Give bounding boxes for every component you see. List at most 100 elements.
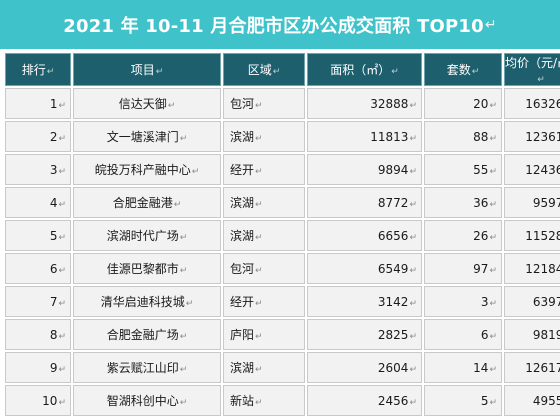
cell-units: 55↵ <box>424 154 502 185</box>
cell-area: 8772↵ <box>307 187 422 218</box>
cell-rank: 6↵ <box>5 253 71 284</box>
cell-units: 26↵ <box>424 220 502 251</box>
cell-region: 庐阳↵ <box>223 319 305 350</box>
paragraph-mark-icon: ↵ <box>255 299 263 309</box>
header-rank: 排行↵ <box>5 53 71 86</box>
cell-region: 经开↵ <box>223 154 305 185</box>
paragraph-mark-icon: ↵ <box>58 232 66 243</box>
paragraph-mark-icon: ↵ <box>179 134 188 144</box>
ranking-table: 排行↵ 项目↵ 区域↵ 面积（㎡）↵ 套数↵ 均价（元/㎡）↵ 1↵信达天御↵包… <box>3 51 560 418</box>
cell-project: 合肥金融港↵ <box>73 187 221 218</box>
cell-project: 清华启迪科技城↵ <box>73 286 221 317</box>
cell-area: 3142↵ <box>307 286 422 317</box>
paragraph-mark-icon: ↵ <box>489 298 497 309</box>
cell-area: 2825↵ <box>307 319 422 350</box>
cell-project: 紫云赋江山印↵ <box>73 352 221 383</box>
paragraph-mark-icon: ↵ <box>255 233 263 243</box>
paragraph-mark-icon: ↵ <box>58 298 66 309</box>
cell-area: 6549↵ <box>307 253 422 284</box>
paragraph-mark-icon: ↵ <box>191 167 200 177</box>
table-header: 排行↵ 项目↵ 区域↵ 面积（㎡）↵ 套数↵ 均价（元/㎡）↵ <box>5 53 560 86</box>
paragraph-mark-icon: ↵ <box>58 331 66 342</box>
table-row: 7↵清华启迪科技城↵经开↵3142↵3↵6397↵ <box>5 286 560 317</box>
paragraph-mark-icon: ↵ <box>409 232 417 243</box>
cell-units: 14↵ <box>424 352 502 383</box>
paragraph-mark-icon: ↵ <box>255 134 263 144</box>
paragraph-mark-icon: ↵ <box>255 200 263 210</box>
paragraph-mark-icon: ↵ <box>489 166 497 177</box>
cell-region: 新站↵ <box>223 385 305 416</box>
paragraph-mark-icon: ↵ <box>58 100 66 111</box>
cell-units: 3↵ <box>424 286 502 317</box>
paragraph-mark-icon: ↵ <box>58 397 66 408</box>
cell-area: 11813↵ <box>307 121 422 152</box>
cell-region: 包河↵ <box>223 88 305 119</box>
cell-region: 滨湖↵ <box>223 121 305 152</box>
paragraph-mark-icon: ↵ <box>489 397 497 408</box>
cell-price: 11528↵ <box>504 220 560 251</box>
cell-project: 皖投万科产融中心↵ <box>73 154 221 185</box>
cell-rank: 9↵ <box>5 352 71 383</box>
cell-area: 2456↵ <box>307 385 422 416</box>
cell-area: 32888↵ <box>307 88 422 119</box>
paragraph-mark-icon: ↵ <box>409 199 417 210</box>
cell-rank: 2↵ <box>5 121 71 152</box>
paragraph-mark-icon: ↵ <box>409 331 417 342</box>
cell-region: 滨湖↵ <box>223 220 305 251</box>
cell-units: 88↵ <box>424 121 502 152</box>
table-row: 9↵紫云赋江山印↵滨湖↵2604↵14↵12617↵ <box>5 352 560 383</box>
paragraph-mark-icon: ↵ <box>409 133 417 144</box>
header-price: 均价（元/㎡）↵ <box>504 53 560 86</box>
table-body: 1↵信达天御↵包河↵32888↵20↵16326↵2↵文一塘溪津门↵滨湖↵118… <box>5 88 560 416</box>
cell-units: 6↵ <box>424 319 502 350</box>
table-row: 2↵文一塘溪津门↵滨湖↵11813↵88↵12361↵ <box>5 121 560 152</box>
paragraph-mark-icon: ↵ <box>58 133 66 144</box>
paragraph-mark-icon: ↵ <box>489 199 497 210</box>
paragraph-mark-icon: ↵ <box>255 365 263 375</box>
header-area: 面积（㎡）↵ <box>307 53 422 86</box>
paragraph-mark-icon: ↵ <box>484 16 497 33</box>
paragraph-mark-icon: ↵ <box>179 398 188 408</box>
cell-project: 文一塘溪津门↵ <box>73 121 221 152</box>
paragraph-mark-icon: ↵ <box>255 398 263 408</box>
cell-project: 佳源巴黎都市↵ <box>73 253 221 284</box>
cell-rank: 7↵ <box>5 286 71 317</box>
cell-price: 9819↵ <box>504 319 560 350</box>
paragraph-mark-icon: ↵ <box>489 232 497 243</box>
paragraph-mark-icon: ↵ <box>255 167 263 177</box>
paragraph-mark-icon: ↵ <box>409 100 417 111</box>
cell-rank: 3↵ <box>5 154 71 185</box>
table-row: 8↵合肥金融广场↵庐阳↵2825↵6↵9819↵ <box>5 319 560 350</box>
cell-region: 滨湖↵ <box>223 187 305 218</box>
paragraph-mark-icon: ↵ <box>58 199 66 210</box>
paragraph-mark-icon: ↵ <box>489 133 497 144</box>
cell-units: 97↵ <box>424 253 502 284</box>
paragraph-mark-icon: ↵ <box>489 265 497 276</box>
cell-area: 2604↵ <box>307 352 422 383</box>
header-region: 区域↵ <box>223 53 305 86</box>
header-project: 项目↵ <box>73 53 221 86</box>
cell-project: 信达天御↵ <box>73 88 221 119</box>
paragraph-mark-icon: ↵ <box>409 265 417 276</box>
paragraph-mark-icon: ↵ <box>409 166 417 177</box>
paragraph-mark-icon: ↵ <box>409 298 417 309</box>
cell-units: 36↵ <box>424 187 502 218</box>
cell-region: 包河↵ <box>223 253 305 284</box>
cell-rank: 4↵ <box>5 187 71 218</box>
cell-price: 9597↵ <box>504 187 560 218</box>
cell-region: 经开↵ <box>223 286 305 317</box>
paragraph-mark-icon: ↵ <box>409 397 417 408</box>
cell-project: 智湖科创中心↵ <box>73 385 221 416</box>
cell-price: 12184↵ <box>504 253 560 284</box>
cell-project: 滨湖时代广场↵ <box>73 220 221 251</box>
paragraph-mark-icon: ↵ <box>179 365 188 375</box>
paragraph-mark-icon: ↵ <box>489 331 497 342</box>
header-units: 套数↵ <box>424 53 502 86</box>
cell-rank: 1↵ <box>5 88 71 119</box>
table-row: 10↵智湖科创中心↵新站↵2456↵5↵4955↵ <box>5 385 560 416</box>
paragraph-mark-icon: ↵ <box>167 101 176 111</box>
cell-price: 6397↵ <box>504 286 560 317</box>
cell-region: 滨湖↵ <box>223 352 305 383</box>
cell-rank: 10↵ <box>5 385 71 416</box>
paragraph-mark-icon: ↵ <box>58 265 66 276</box>
